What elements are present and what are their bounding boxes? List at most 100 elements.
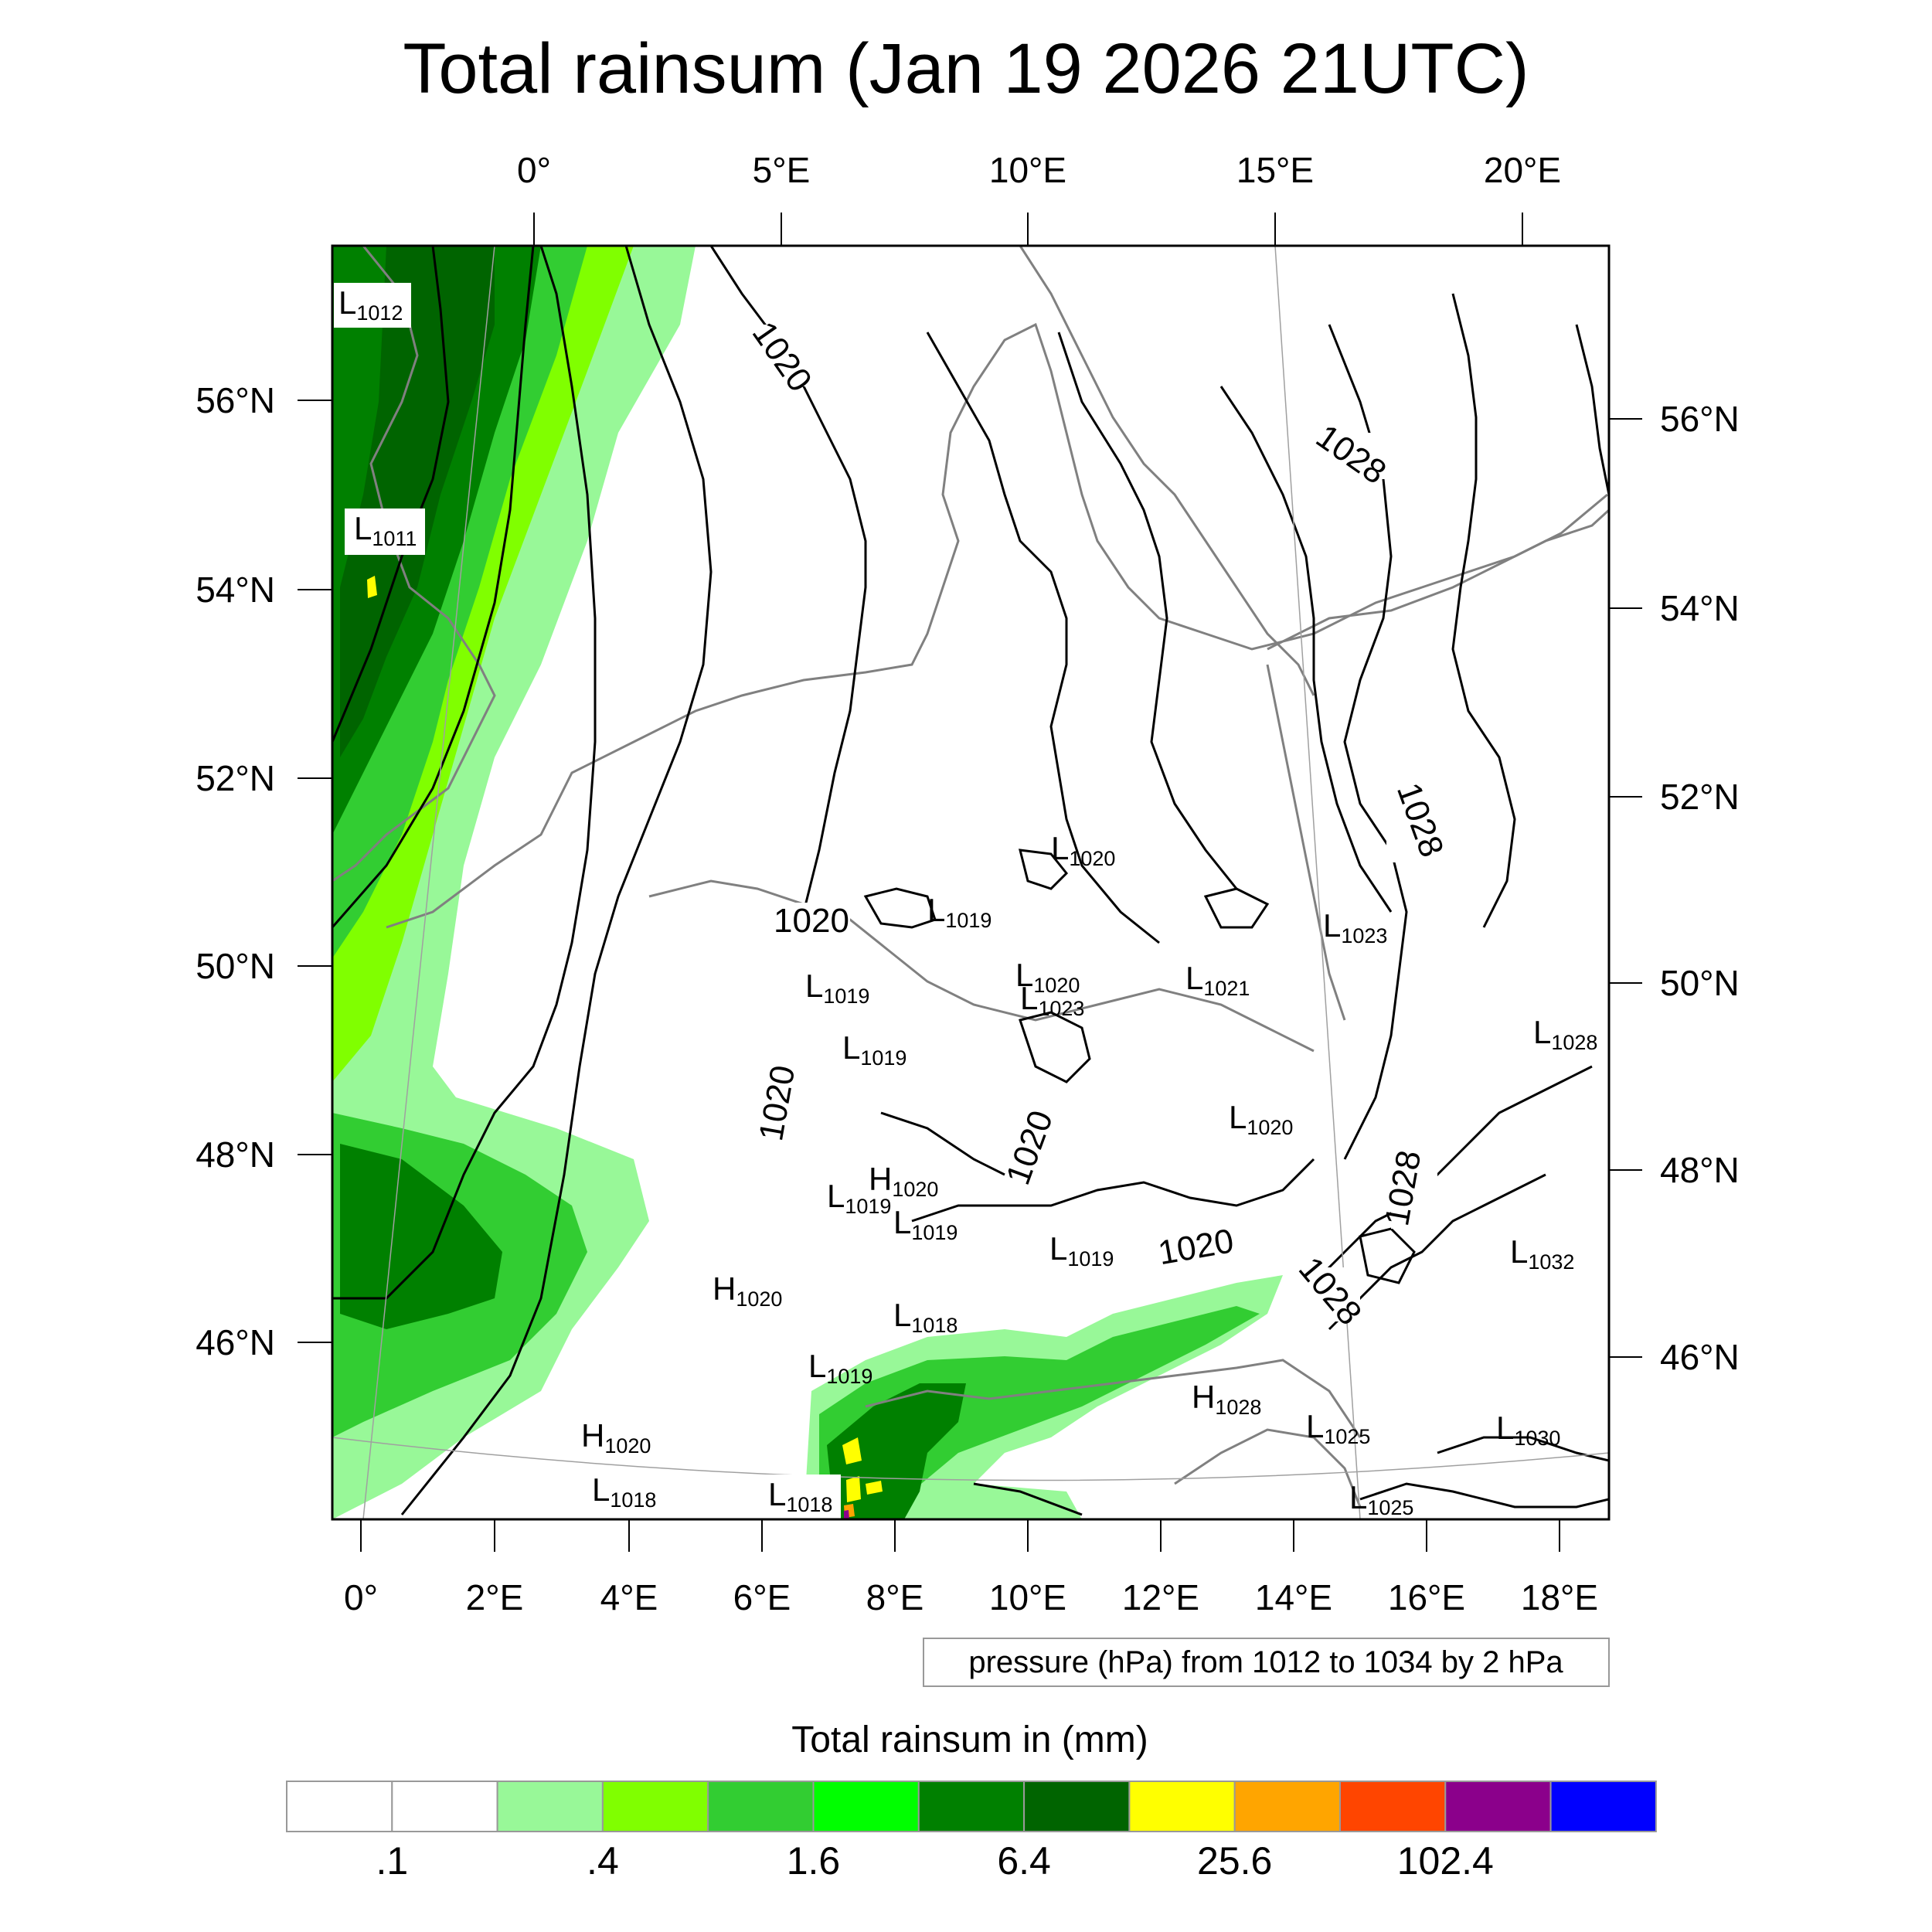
pressure-center: L1018: [592, 1471, 656, 1512]
rain-area-alps-green: [819, 1306, 1260, 1519]
pressure-center: L1018: [768, 1476, 832, 1516]
isobar-1028: [1328, 324, 1408, 1160]
bottom-lon-label: 2°E: [466, 1577, 524, 1617]
pressure-info-box: pressure (hPa) from 1012 to 1034 by 2 hP…: [923, 1638, 1610, 1687]
isobar-1016-west: [332, 246, 597, 1300]
colorbar-tick-label: .4: [587, 1839, 619, 1883]
contour-label-box: [770, 1066, 807, 1144]
isobar-1022: [926, 332, 1160, 944]
figure-title: Total rainsum (Jan 19 2026 21UTC): [403, 29, 1529, 108]
isobar-center-loop-5: [1359, 1227, 1416, 1284]
colorbar-box: [1128, 1781, 1236, 1832]
colorbar-box: [496, 1781, 604, 1832]
pressure-center: L1025: [1349, 1479, 1413, 1519]
isobar-1024: [1057, 332, 1238, 889]
pressure-center: L1019: [842, 1029, 906, 1070]
colorbar-boxes: [286, 1781, 1657, 1832]
isobar-southeast-4: [1359, 1482, 1609, 1509]
pressure-info-border: [923, 1638, 1610, 1687]
pressure-center: L1019: [927, 892, 992, 932]
bottom-lon-label: 8°E: [866, 1577, 924, 1617]
isobar-1014-west: [332, 246, 535, 928]
pressure-center: H1020: [869, 1161, 938, 1201]
isobar-1018-west: [400, 246, 713, 1515]
right-lat-label: 52°N: [1660, 777, 1740, 817]
colorbar-tick-label: 1.6: [787, 1839, 841, 1883]
colorbar: Total rainsum in (mm) .1 .4 1.6 6.4 25.6 102.…: [286, 1719, 1657, 1883]
contour-label-box: [1391, 1151, 1437, 1229]
left-lat-label: 56°N: [196, 380, 275, 420]
bottom-lon-label: 12°E: [1122, 1577, 1199, 1617]
pressure-center: L1019: [827, 1178, 891, 1218]
isobar-southeast-2: [1328, 1173, 1546, 1331]
pressure-center: L1021: [1185, 960, 1250, 1000]
bottom-lon-label: 6°E: [733, 1577, 791, 1617]
right-lat-label: 48°N: [1660, 1150, 1740, 1190]
right-latitude-axis: 56°N 54°N 52°N 50°N 48°N 46°N: [1609, 399, 1740, 1377]
right-lat-label: 50°N: [1660, 963, 1740, 1003]
top-lon-label: 15°E: [1236, 150, 1314, 190]
pressure-center: L1020: [1051, 830, 1115, 870]
bottom-lon-label: 0°: [344, 1577, 378, 1617]
coastline-adriatic: [1174, 1428, 1362, 1508]
top-longitude-axis: 0° 5°E 10°E 15°E 20°E: [517, 150, 1561, 246]
map-border: [331, 244, 1611, 1521]
pressure-center: H1028: [1192, 1379, 1261, 1419]
pressure-center: L1019: [893, 1204, 957, 1244]
pressure-center: L1023: [1323, 907, 1387, 947]
contour-label-box: [1304, 433, 1385, 479]
bottom-longitude-axis: 0° 2°E 4°E 6°E 8°E 10°E 12°E 14°E 16°E 1…: [344, 1519, 1598, 1617]
colorbar-box: [1549, 1781, 1657, 1832]
colorbar-box: [1339, 1781, 1447, 1832]
border-central-europe: [648, 879, 1315, 1053]
colorbar-box: [391, 1781, 498, 1832]
right-lat-label: 46°N: [1660, 1337, 1740, 1377]
left-lat-label: 48°N: [196, 1134, 275, 1175]
top-lon-label: 5°E: [753, 150, 811, 190]
contour-label-box: [1159, 1229, 1236, 1264]
isobar-center-loop-4: [1019, 1011, 1091, 1083]
pressure-center: H1020: [581, 1417, 651, 1458]
pressure-center-box: [345, 509, 425, 555]
bottom-lon-label: 14°E: [1255, 1577, 1332, 1617]
pressure-center: L1020: [1229, 1099, 1293, 1139]
coastlines-and-borders: [332, 246, 1609, 1508]
pressure-center: L1012: [338, 284, 403, 325]
contour-label: 1020: [774, 902, 849, 940]
contour-label-box: [1014, 1113, 1068, 1182]
bottom-lon-label: 16°E: [1388, 1577, 1465, 1617]
pressure-center-box: [334, 283, 411, 328]
pressure-info-text: pressure (hPa) from 1012 to 1034 by 2 hP…: [968, 1645, 1563, 1679]
rain-area-alps-purple: [844, 1510, 849, 1519]
pressure-center: H1020: [713, 1270, 782, 1311]
colorbar-tick-label: 102.4: [1397, 1839, 1494, 1883]
border-east: [1266, 664, 1346, 1021]
isobar-south-wavy: [911, 1158, 1315, 1223]
left-lat-label: 54°N: [196, 570, 275, 610]
colorbar-box: [1233, 1781, 1341, 1832]
colorbar-box: [1444, 1781, 1552, 1832]
bottom-lon-label: 18°E: [1521, 1577, 1598, 1617]
bottom-lon-label: 10°E: [989, 1577, 1066, 1617]
colorbar-tick-label: 6.4: [997, 1839, 1051, 1883]
contour-labels: 1020 1020 1020 1020 1020 1028 1028 1028 …: [745, 315, 1451, 1332]
pressure-center-box: [764, 1475, 841, 1519]
contour-label-box: [747, 325, 811, 386]
pressure-center: L1019: [1049, 1230, 1114, 1270]
isobar-1032: [1575, 324, 1609, 495]
graticule-parallel-south: [332, 1437, 1609, 1481]
isobar-south-2: [973, 1482, 1083, 1516]
isobar-1026: [1219, 386, 1393, 913]
rainfall-shading: [332, 246, 1283, 1519]
rain-area-southwest-dark: [340, 1144, 502, 1329]
isobar-south-3: [880, 1111, 1005, 1176]
pressure-center: L1025: [1306, 1408, 1370, 1448]
isobar-center-loop-2: [1019, 849, 1069, 890]
left-lat-label: 46°N: [196, 1322, 275, 1362]
isobar-1012-west: [332, 246, 450, 743]
border-alps: [865, 1359, 1362, 1438]
colorbar-box: [601, 1781, 709, 1832]
pressure-center: L1028: [1533, 1014, 1597, 1054]
colorbar-box: [707, 1781, 815, 1832]
pressure-centers: L1012 L1011 L1020 L1019 L1023 L1019 L102…: [334, 283, 1597, 1519]
